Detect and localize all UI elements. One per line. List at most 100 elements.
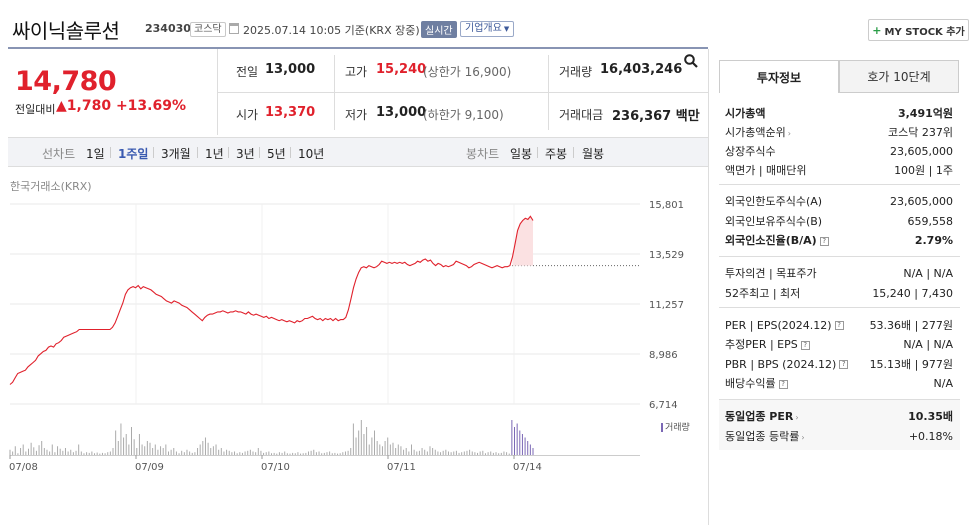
- open-label: 시가: [236, 108, 259, 122]
- help-icon[interactable]: ?: [839, 360, 849, 369]
- search-icon[interactable]: [684, 54, 698, 68]
- divider: [228, 147, 229, 158]
- info-key-wrap: PBR | BPS (2024.12)?: [725, 357, 849, 371]
- info-row-rank[interactable]: 시가총액순위 › 코스닥 237위: [725, 123, 953, 141]
- info-row-industry-change[interactable]: 동일업종 등락률 › +0.18%: [725, 427, 953, 445]
- exchange-label: 한국거래소(KRX): [10, 180, 92, 193]
- mystock-label: MY STOCK 추가: [884, 26, 965, 38]
- period-3m[interactable]: 3개월: [161, 147, 191, 161]
- add-mystock-button[interactable]: + MY STOCK 추가: [868, 19, 969, 41]
- info-row-industry-per[interactable]: 동일업종 PER › 10.35배: [725, 407, 953, 425]
- info-row-foreign-limit: 외국인한도주식수(A) 23,605,000: [725, 192, 953, 210]
- volume-legend-swatch: [661, 423, 663, 432]
- info-row-52w: 52주최고 | 최저 15,240 | 7,430: [725, 284, 953, 302]
- info-key-wrap: 배당수익률?: [725, 375, 788, 391]
- price-block: [8, 49, 218, 135]
- market-badge: 코스닥: [190, 22, 226, 37]
- info-value: 23,605,000: [890, 194, 953, 208]
- low-label: 저가: [345, 108, 368, 122]
- info-key-wrap: 동일업종 등락률 ›: [725, 428, 805, 444]
- x-tick-label: 07/09: [135, 462, 164, 473]
- period-10y[interactable]: 10년: [298, 147, 325, 161]
- info-value: +0.18%: [908, 429, 953, 443]
- y-tick-label: 11,257: [649, 300, 684, 311]
- y-tick-label: 6,714: [649, 400, 678, 411]
- stock-name: 싸이닉솔루션: [12, 19, 120, 43]
- high-label: 고가: [345, 65, 368, 79]
- info-key-wrap: PER | EPS(2024.12)?: [725, 319, 844, 332]
- high-value: 15,240: [376, 62, 427, 77]
- volume-legend-label: 거래량: [665, 423, 690, 433]
- y-tick-label: 8,986: [649, 350, 678, 361]
- period-3y[interactable]: 3년: [236, 147, 255, 161]
- price-change: ▲1,780 +13.69%: [56, 98, 186, 114]
- candle-monthly[interactable]: 월봉: [582, 147, 605, 161]
- x-tick-label: 07/11: [387, 462, 416, 473]
- help-icon[interactable]: ?: [778, 379, 788, 389]
- divider: [218, 92, 708, 93]
- upper-limit: (상한가 16,900): [423, 65, 512, 79]
- info-value: 15,240 | 7,430: [872, 286, 953, 300]
- info-key: PBR | BPS (2024.12): [725, 357, 837, 371]
- company-info-dropdown[interactable]: 기업개요 ▼: [460, 21, 515, 37]
- low-value: 13,000: [376, 105, 427, 120]
- info-key-wrap: 시가총액순위 ›: [725, 124, 791, 140]
- info-value: N/A | N/A: [903, 337, 953, 351]
- info-key: 외국인보유주식수(B): [725, 215, 823, 228]
- help-icon[interactable]: ?: [819, 236, 829, 246]
- info-value: 3,491억원: [897, 107, 953, 120]
- change-value: 1,780: [66, 98, 112, 114]
- help-icon[interactable]: ?: [800, 340, 810, 350]
- info-key: 외국인한도주식수(A): [725, 195, 823, 208]
- x-tick-label: 07/14: [513, 462, 542, 473]
- info-row-pbr: PBR | BPS (2024.12)? 15.13배 | 977원: [725, 355, 953, 373]
- period-1d[interactable]: 1일: [86, 147, 105, 161]
- info-value: 100원 | 1주: [894, 164, 953, 177]
- info-key: 상장주식수: [725, 145, 776, 158]
- info-key: 시가총액: [725, 107, 766, 120]
- period-1y[interactable]: 1년: [205, 147, 224, 161]
- tab-investment-info[interactable]: 투자정보: [719, 60, 839, 93]
- y-tick-label: 15,801: [649, 200, 684, 211]
- up-arrow-icon: ▲: [56, 98, 67, 114]
- candle-chart-label[interactable]: 봉차트: [466, 147, 500, 161]
- info-value: 23,605,000: [890, 144, 953, 158]
- divider: [259, 147, 260, 158]
- candle-weekly[interactable]: 주봉: [545, 147, 568, 161]
- volume-label: 거래량: [559, 65, 593, 79]
- divider: [290, 147, 291, 158]
- y-tick-label: 13,529: [649, 250, 684, 261]
- tab-order-book[interactable]: 호가 10단계: [839, 60, 959, 93]
- info-value: 15.13배 | 977원: [869, 358, 953, 371]
- info-value: 10.35배: [908, 410, 953, 423]
- divider: [719, 256, 960, 257]
- info-row-opinion: 투자의견 | 목표주가 N/A | N/A: [725, 264, 953, 282]
- amount-label: 거래대금: [559, 108, 604, 122]
- price-line: [9, 215, 534, 385]
- line-chart-label[interactable]: 선차트: [42, 147, 76, 161]
- period-1w[interactable]: 1주일: [118, 147, 149, 161]
- info-key: 시가총액순위: [725, 126, 786, 139]
- plus-icon: +: [872, 23, 882, 37]
- current-price: 14,780: [15, 66, 117, 97]
- divider: [719, 399, 960, 400]
- divider: [8, 47, 708, 49]
- divider: [573, 147, 574, 158]
- info-key: 배당수익률: [725, 377, 776, 390]
- help-icon[interactable]: ?: [834, 321, 844, 330]
- price-area: [512, 216, 533, 266]
- open-value: 13,370: [265, 105, 316, 120]
- volume-legend: 거래량: [661, 420, 690, 433]
- info-key: 액면가 | 매매단위: [725, 164, 807, 177]
- period-5y[interactable]: 5년: [267, 147, 286, 161]
- info-value: 2.79%: [914, 233, 953, 247]
- lower-limit: (하한가 9,100): [423, 108, 504, 122]
- divider: [708, 49, 709, 525]
- info-key-wrap: 동일업종 PER ›: [725, 408, 799, 424]
- divider: [719, 184, 960, 185]
- info-value: N/A: [933, 376, 953, 390]
- realtime-button[interactable]: 실시간: [421, 21, 457, 38]
- info-row-dividend: 배당수익률? N/A: [725, 374, 953, 392]
- prev-close-label: 전일: [236, 65, 259, 79]
- candle-daily[interactable]: 일봉: [510, 147, 533, 161]
